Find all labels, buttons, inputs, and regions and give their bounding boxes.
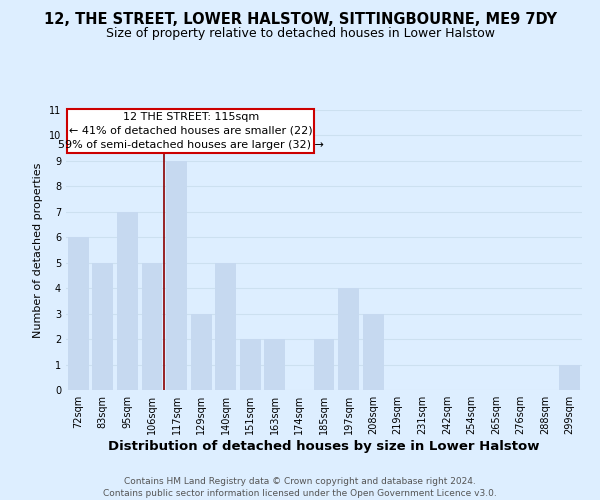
FancyBboxPatch shape	[67, 108, 314, 154]
Bar	[559, 364, 580, 390]
Bar	[142, 262, 163, 390]
Bar	[314, 339, 334, 390]
Bar	[92, 262, 113, 390]
Text: Contains HM Land Registry data © Crown copyright and database right 2024.: Contains HM Land Registry data © Crown c…	[124, 478, 476, 486]
Text: Size of property relative to detached houses in Lower Halstow: Size of property relative to detached ho…	[106, 28, 494, 40]
Bar	[265, 339, 286, 390]
Y-axis label: Number of detached properties: Number of detached properties	[34, 162, 43, 338]
Text: 12 THE STREET: 115sqm
← 41% of detached houses are smaller (22)
59% of semi-deta: 12 THE STREET: 115sqm ← 41% of detached …	[58, 112, 323, 150]
Text: 12, THE STREET, LOWER HALSTOW, SITTINGBOURNE, ME9 7DY: 12, THE STREET, LOWER HALSTOW, SITTINGBO…	[44, 12, 557, 28]
Bar	[362, 314, 383, 390]
Bar	[166, 161, 187, 390]
Bar	[215, 262, 236, 390]
Bar	[68, 238, 89, 390]
X-axis label: Distribution of detached houses by size in Lower Halstow: Distribution of detached houses by size …	[108, 440, 540, 453]
Text: Contains public sector information licensed under the Open Government Licence v3: Contains public sector information licen…	[103, 489, 497, 498]
Bar	[117, 212, 138, 390]
Bar	[338, 288, 359, 390]
Bar	[240, 339, 261, 390]
Bar	[191, 314, 212, 390]
